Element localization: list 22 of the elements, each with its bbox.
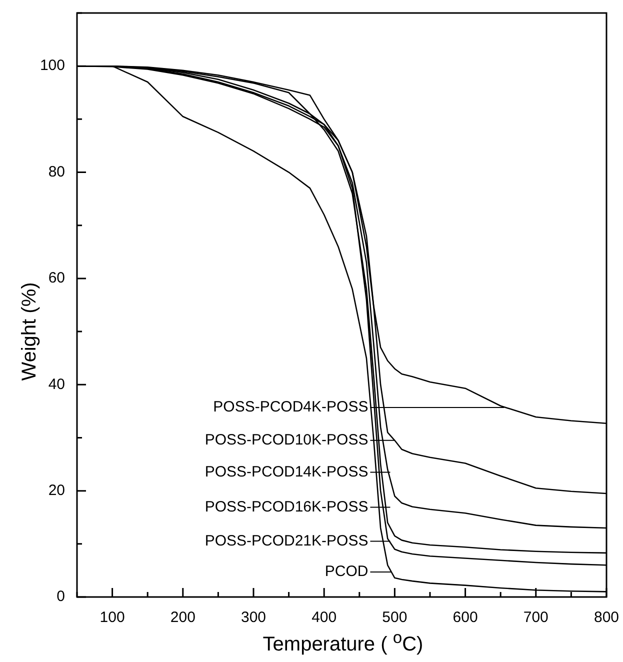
annotation: POSS-PCOD16K-POSS — [204, 498, 368, 516]
y-tick-label: 0 — [56, 588, 65, 606]
y-tick-label: 80 — [48, 163, 65, 180]
y-tick-label: 100 — [40, 57, 65, 74]
x-tick-label: 700 — [523, 609, 548, 626]
annotation: POSS-PCOD10K-POSS — [204, 432, 368, 449]
x-tick-label: 600 — [452, 609, 478, 626]
x-axis-title: Temperature ( $^{o}$C) — [262, 628, 424, 657]
x-tick-label: 800 — [594, 609, 619, 626]
annotation: POSS-PCOD4K-POSS — [213, 398, 368, 416]
x-tick-label: 200 — [170, 609, 196, 626]
x-tick-label: 400 — [312, 609, 337, 626]
x-tick-label: 500 — [382, 609, 408, 626]
annotation: POSS-PCOD14K-POSS — [204, 463, 368, 480]
x-tick-label: 100 — [100, 609, 125, 626]
y-tick-label: 40 — [48, 376, 65, 393]
y-tick-label: 20 — [48, 482, 65, 499]
x-tick-label: 300 — [240, 609, 266, 626]
annotation: POSS-PCOD21K-POSS — [204, 532, 368, 550]
y-axis-title: Weight (%) — [18, 281, 42, 383]
annotation: PCOD — [324, 563, 368, 580]
y-tick-label: 60 — [48, 270, 65, 287]
